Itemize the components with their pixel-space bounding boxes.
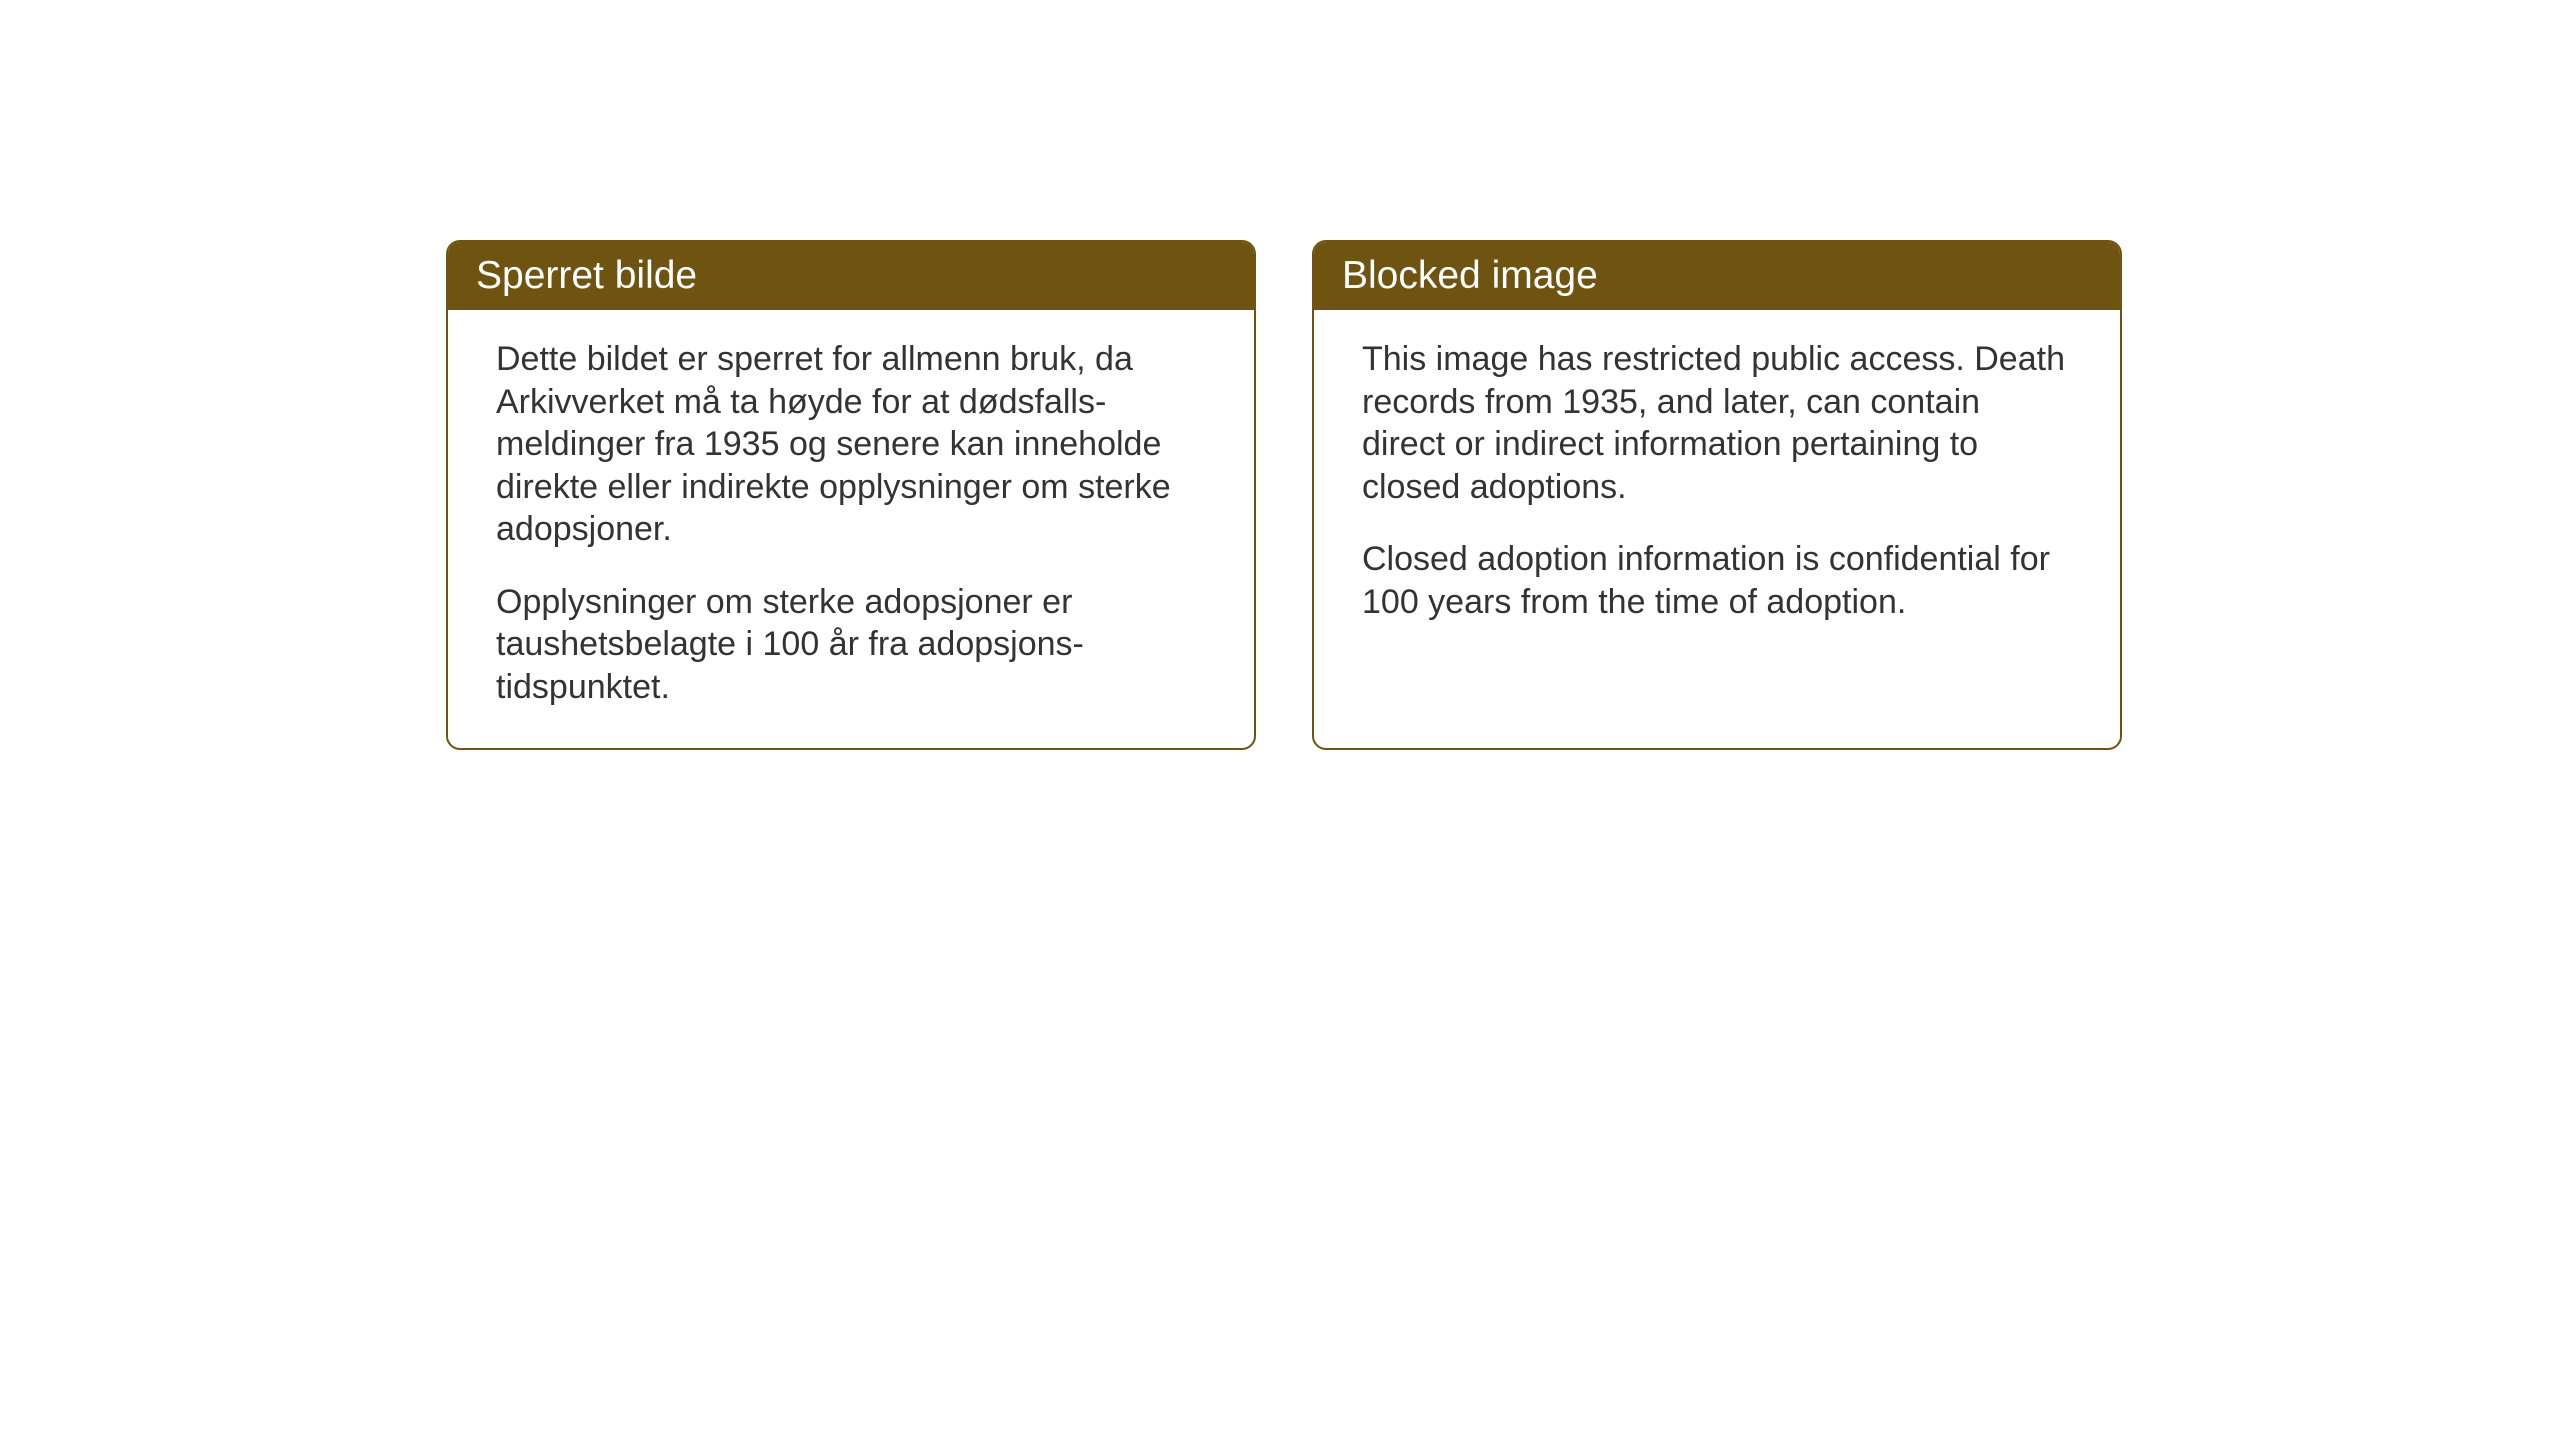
notice-box-english: Blocked image This image has restricted … <box>1312 240 2122 750</box>
notice-body-english: This image has restricted public access.… <box>1314 310 2120 740</box>
notice-body-norwegian: Dette bildet er sperret for allmenn bruk… <box>448 310 1254 748</box>
notice-header-english: Blocked image <box>1314 242 2120 310</box>
notice-title-norwegian: Sperret bilde <box>476 254 697 297</box>
notice-header-norwegian: Sperret bilde <box>448 242 1254 310</box>
notice-box-norwegian: Sperret bilde Dette bildet er sperret fo… <box>446 240 1256 750</box>
notice-paragraph-1-english: This image has restricted public access.… <box>1362 338 2072 508</box>
notice-paragraph-2-norwegian: Opplysninger om sterke adopsjoner er tau… <box>496 581 1206 709</box>
notice-container: Sperret bilde Dette bildet er sperret fo… <box>446 240 2122 750</box>
notice-paragraph-1-norwegian: Dette bildet er sperret for allmenn bruk… <box>496 338 1206 551</box>
notice-title-english: Blocked image <box>1342 254 1598 297</box>
notice-paragraph-2-english: Closed adoption information is confident… <box>1362 538 2072 623</box>
